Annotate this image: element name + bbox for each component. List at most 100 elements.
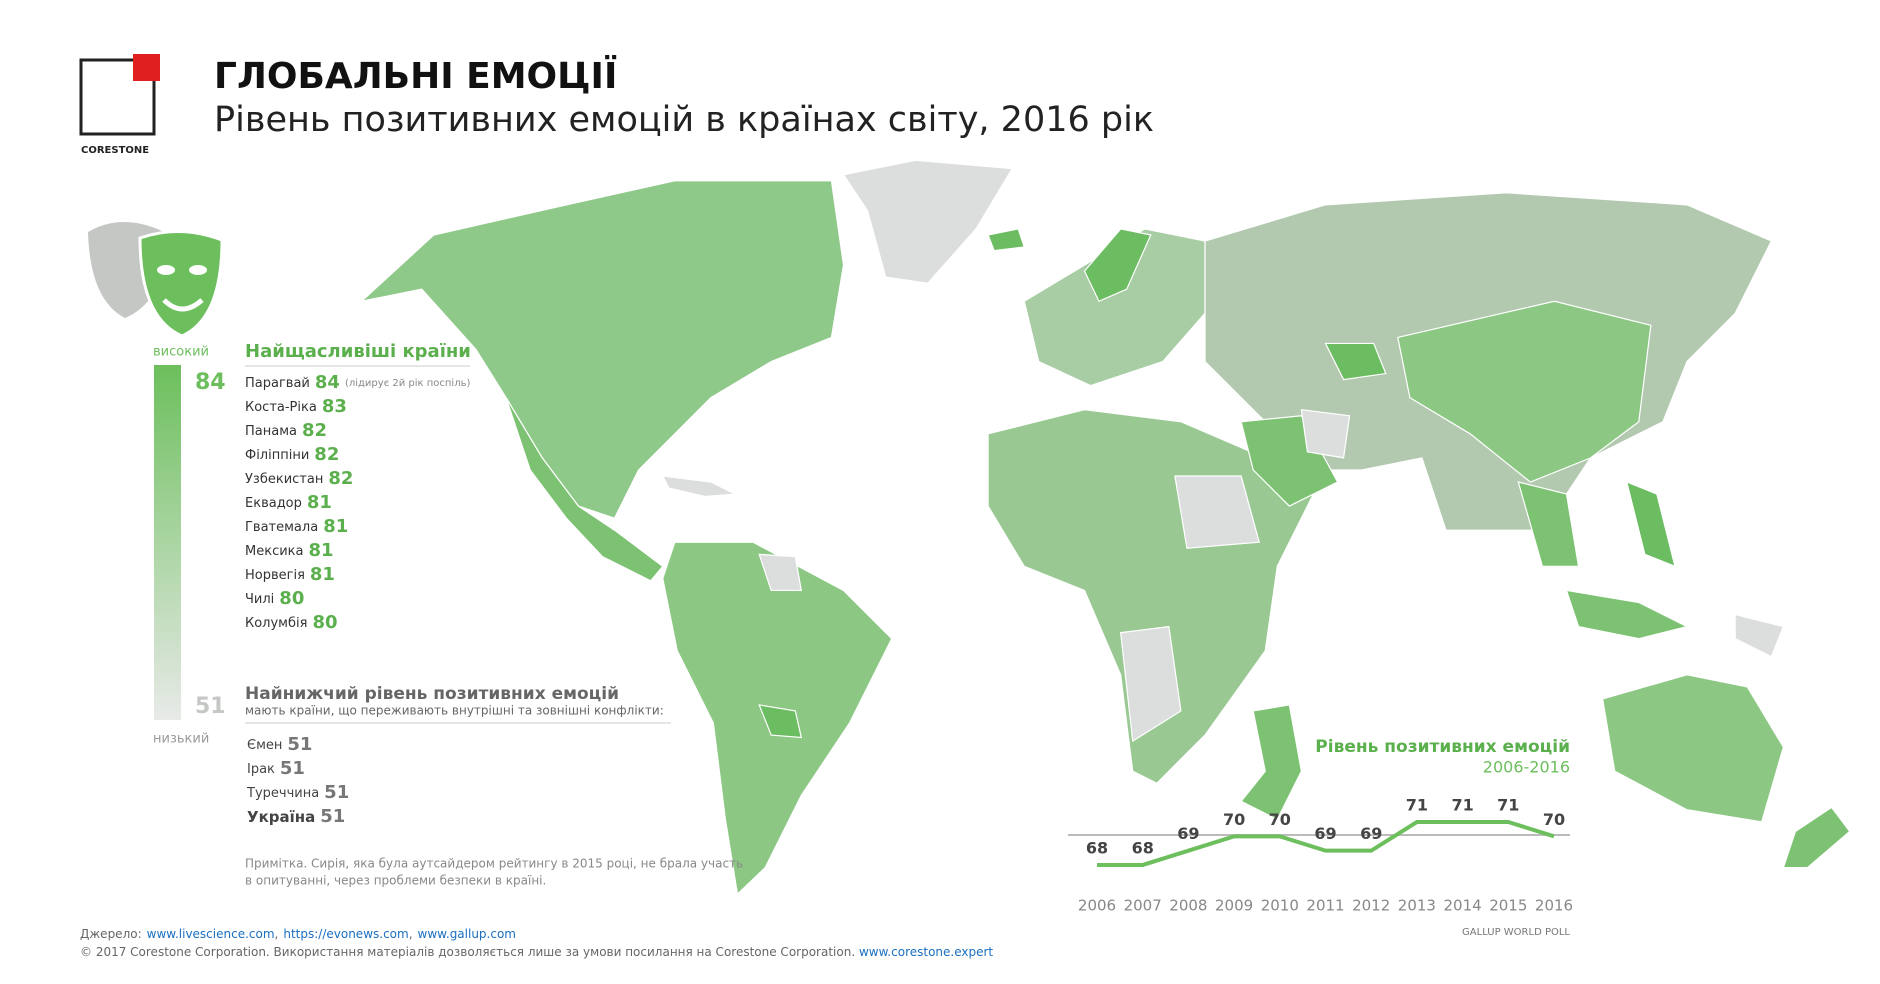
source-link[interactable]: https://evonews.com (283, 927, 408, 941)
x-tick-label: 2014 (1444, 897, 1482, 915)
data-line (1097, 820, 1555, 867)
country-note: (лідирує 2й рік поспіль) (345, 377, 471, 389)
country-value: 51 (320, 806, 345, 827)
happiest-title: Найщасливіші країни (245, 341, 471, 362)
country-value: 80 (279, 588, 304, 609)
country-value: 81 (308, 540, 333, 561)
x-tick-label: 2016 (1535, 897, 1573, 915)
country-name: Гватемала (245, 520, 318, 535)
country-name: Філіппіни (245, 448, 309, 463)
note: в опитуванні, через проблеми безпеки в к… (245, 874, 546, 888)
value-label: 68 (1132, 839, 1154, 858)
country-name: Ірак (247, 762, 275, 777)
subtitle: Рівень позитивних емоцій в країнах світу… (214, 100, 1154, 140)
country-row: Чилі 80 (245, 588, 304, 609)
country-name: Ємен (247, 738, 282, 753)
scale-high-label: високий (153, 345, 209, 360)
value-label: 71 (1406, 796, 1428, 815)
scale-low-value: 51 (195, 694, 226, 719)
country-name: Панама (245, 424, 297, 439)
country-name: Парагвай (245, 376, 310, 391)
country-row: Україна 51 (247, 806, 345, 827)
country-row: Норвегія 81 (245, 564, 335, 585)
value-label: 69 (1360, 824, 1382, 843)
country-value: 81 (307, 492, 332, 513)
country-row: Еквадор 81 (245, 492, 332, 513)
brand: CORESTONE (81, 145, 149, 156)
country-row: Мексика 81 (245, 540, 334, 561)
country-row: Філіппіни 82 (245, 444, 339, 465)
source-link[interactable]: www.livescience.com (147, 927, 275, 941)
note: Примітка. Сирія, яка була аутсайдером ре… (245, 857, 743, 871)
country-name: Еквадор (245, 496, 302, 511)
country-row: Ірак 51 (247, 758, 305, 779)
country-name: Туреччина (246, 786, 319, 801)
x-tick-label: 2013 (1398, 897, 1436, 915)
country-name: Норвегія (245, 568, 305, 583)
country-row: Колумбія 80 (245, 612, 338, 633)
country-row: Ємен 51 (247, 734, 312, 755)
x-tick-label: 2010 (1261, 897, 1299, 915)
value-label: 71 (1497, 796, 1519, 815)
x-tick-label: 2007 (1124, 897, 1162, 915)
country-name: Мексика (245, 544, 303, 559)
title: ГЛОБАЛЬНІ ЕМОЦІЇ (214, 55, 617, 97)
masks-icon (88, 222, 224, 338)
value-label: 69 (1177, 824, 1199, 843)
world-map (359, 159, 1851, 896)
scale-high-value: 84 (195, 370, 226, 395)
country-name: Чилі (245, 592, 274, 607)
country-value: 80 (312, 612, 337, 633)
copyright-text: © 2017 Corestone Corporation. Використан… (80, 945, 855, 959)
chart-source: GALLUP WORLD POLL (1462, 927, 1570, 938)
x-tick-label: 2012 (1352, 897, 1390, 915)
country-value: 83 (322, 396, 347, 417)
value-label: 68 (1086, 839, 1108, 858)
country-row: Узбекистан 82 (245, 468, 353, 489)
country-value: 82 (302, 420, 327, 441)
x-tick-label: 2008 (1169, 897, 1207, 915)
x-tick-label: 2011 (1306, 897, 1344, 915)
source-link[interactable]: www.gallup.com (418, 927, 516, 941)
country-value: 82 (314, 444, 339, 465)
country-name: Україна (247, 808, 315, 826)
country-value: 51 (324, 782, 349, 803)
x-tick-label: 2009 (1215, 897, 1253, 915)
country-row: Панама 82 (245, 420, 327, 441)
logo: CORESTONE (79, 54, 160, 156)
country-value: 51 (280, 758, 305, 779)
country-name: Колумбія (245, 616, 307, 631)
chart-subtitle: 2006-2016 (1483, 758, 1570, 777)
x-tick-label: 2006 (1078, 897, 1116, 915)
value-label: 70 (1269, 810, 1291, 829)
separator: , (409, 927, 413, 941)
source-label: Джерело: (80, 927, 142, 941)
lowest-subtitle: мають країни, що переживають внутрішні т… (245, 704, 664, 718)
site-link[interactable]: www.corestone.expert (859, 945, 993, 959)
country-row: Парагвай 84 (лідирує 2й рік поспіль) (245, 372, 470, 393)
scale-low-label: низький (153, 732, 209, 747)
source-line: Джерело: www.livescience.com, https://evon… (80, 927, 516, 941)
value-label: 69 (1314, 824, 1336, 843)
x-tick-label: 2015 (1489, 897, 1527, 915)
country-row: Гватемала 81 (245, 516, 348, 537)
separator: , (275, 927, 279, 941)
chart-title: Рівень позитивних емоцій (1315, 737, 1570, 757)
lowest-title: Найнижчий рівень позитивних емоцій (245, 684, 619, 704)
country-value: 81 (323, 516, 348, 537)
country-value: 82 (328, 468, 353, 489)
country-value: 84 (315, 372, 340, 393)
country-name: Коста-Ріка (245, 400, 317, 415)
copyright: © 2017 Corestone Corporation. Використан… (80, 945, 993, 959)
country-value: 51 (287, 734, 312, 755)
country-row: Коста-Ріка 83 (245, 396, 347, 417)
country-value: 81 (310, 564, 335, 585)
value-label: 71 (1451, 796, 1473, 815)
value-label: 70 (1223, 810, 1245, 829)
country-row: Туреччина 51 (246, 782, 349, 803)
value-label: 70 (1543, 810, 1565, 829)
scale-bar (154, 365, 181, 720)
country-name: Узбекистан (245, 472, 323, 487)
